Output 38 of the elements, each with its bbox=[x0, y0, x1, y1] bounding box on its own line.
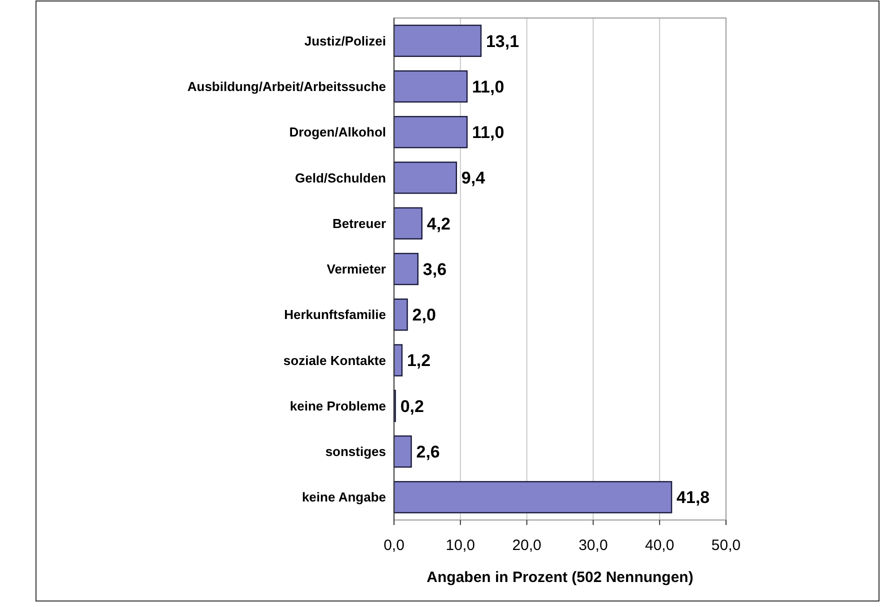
bar bbox=[393, 70, 468, 103]
data-label: 41,8 bbox=[676, 488, 710, 508]
x-axis-title: Angaben in Prozent (502 Nennungen) bbox=[426, 569, 694, 586]
x-tick-label: 40,0 bbox=[645, 537, 674, 554]
data-label: 0,2 bbox=[400, 396, 424, 416]
y-tick-label: Ausbildung/Arbeit/Arbeitssuche bbox=[187, 79, 386, 94]
x-tick-label: 10,0 bbox=[446, 537, 475, 554]
data-label: 9,4 bbox=[461, 168, 486, 188]
y-tick-label: sonstiges bbox=[325, 444, 386, 460]
data-label: 3,6 bbox=[422, 260, 447, 279]
y-tick-label: Vermieter bbox=[326, 262, 386, 277]
y-tick-label: soziale Kontakte bbox=[283, 352, 386, 368]
data-label: 13,1 bbox=[486, 32, 520, 51]
y-tick-label: keine Probleme bbox=[290, 398, 386, 414]
bar bbox=[393, 481, 672, 514]
bar bbox=[393, 207, 422, 240]
bar bbox=[393, 116, 468, 148]
y-tick-label: keine Angabe bbox=[302, 490, 386, 505]
y-tick-label: Drogen/Alkohol bbox=[289, 124, 386, 140]
data-label: 11,0 bbox=[472, 77, 504, 96]
bar bbox=[393, 24, 482, 57]
y-tick-label: Herkunftsfamilie bbox=[284, 307, 386, 322]
x-tick-label: 30,0 bbox=[578, 537, 608, 554]
data-label: 2,0 bbox=[412, 306, 436, 325]
y-tick-label: Justiz/Polizei bbox=[304, 33, 386, 48]
bar bbox=[393, 435, 412, 468]
x-tick-label: 20,0 bbox=[512, 537, 542, 554]
y-tick-label: Geld/Schulden bbox=[294, 170, 386, 186]
x-tick-label: 0,0 bbox=[384, 537, 404, 554]
bar bbox=[393, 252, 419, 286]
bar bbox=[393, 298, 408, 331]
data-label: 4,2 bbox=[426, 214, 451, 234]
data-label: 1,2 bbox=[406, 351, 431, 370]
data-label: 11,0 bbox=[472, 123, 504, 142]
data-label: 2,6 bbox=[416, 442, 440, 462]
x-tick-label: 50,0 bbox=[711, 537, 741, 554]
y-tick-label: Betreuer bbox=[332, 216, 386, 231]
bar bbox=[393, 162, 458, 194]
